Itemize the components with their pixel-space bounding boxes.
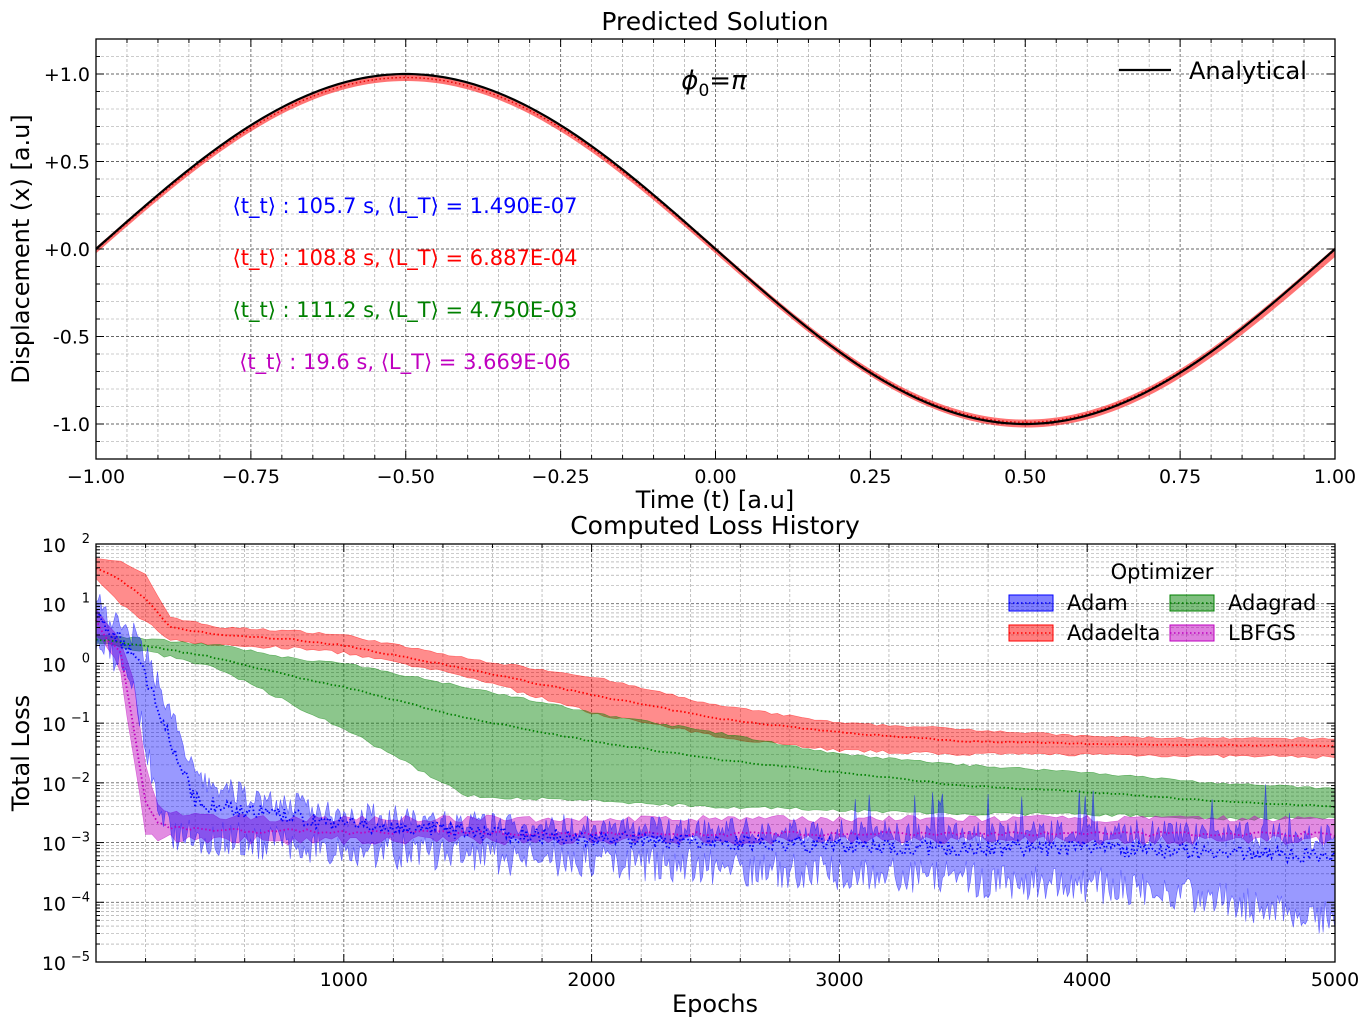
x-tick-label: 1.00 bbox=[1314, 466, 1356, 488]
x-tick-label: 2000 bbox=[567, 969, 615, 991]
y-axis-label: Total Loss bbox=[7, 695, 35, 812]
y-tick-exponent: −5 bbox=[71, 950, 90, 965]
optimizer-stats: ⟨t_t⟩ : 105.7 s, ⟨L_T⟩ = 1.490E-07 ⟨t_t⟩ … bbox=[233, 194, 578, 375]
x-tick-label: −0.25 bbox=[532, 466, 590, 488]
y-tick-label: 10 −4 bbox=[42, 890, 90, 915]
loss-bands bbox=[95, 558, 1336, 934]
y-tick-exponent: 2 bbox=[82, 532, 90, 547]
y-tick-label: -0.5 bbox=[53, 327, 90, 349]
y-tick-label: 10 −1 bbox=[42, 711, 90, 736]
plot-frame bbox=[95, 543, 1336, 963]
stat-label-lbfgs: ⟨t_t⟩ : 19.6 s, ⟨L_T⟩ = 3.669E-06 bbox=[239, 350, 571, 375]
legend-label-lbfgs: LBFGS bbox=[1228, 621, 1296, 645]
stat-label-adam: ⟨t_t⟩ : 105.7 s, ⟨L_T⟩ = 1.490E-07 bbox=[233, 194, 578, 219]
y-tick-exponent: −4 bbox=[71, 890, 90, 905]
grid bbox=[95, 38, 1336, 460]
x-tick-label: 3000 bbox=[815, 969, 863, 991]
phase-annotation: ϕ0=π bbox=[681, 66, 747, 101]
x-tick-label: −1.00 bbox=[67, 466, 125, 488]
x-tick-label: 0.00 bbox=[694, 466, 736, 488]
y-tick-exponent: −1 bbox=[71, 711, 90, 726]
y-tick-label: 10 0 bbox=[42, 651, 90, 676]
stat-label-adadelta: ⟨t_t⟩ : 108.8 s, ⟨L_T⟩ = 6.887E-04 bbox=[233, 246, 578, 271]
y-tick-label: 10 −2 bbox=[42, 771, 90, 796]
x-tick-label: 5000 bbox=[1311, 969, 1359, 991]
y-tick-label: 10 2 bbox=[42, 532, 90, 557]
y-tick-label: +0.5 bbox=[44, 152, 90, 174]
legend-title: Optimizer bbox=[1111, 560, 1214, 584]
legend: Optimizer Adam Adagrad Adadelta LBFGS bbox=[1008, 560, 1316, 645]
x-tick-label: 1000 bbox=[320, 969, 368, 991]
legend: Analytical bbox=[1119, 57, 1307, 85]
legend-label-analytical: Analytical bbox=[1189, 57, 1307, 85]
y-tick-exponent: −3 bbox=[71, 831, 90, 846]
x-axis-label: Time (t) [a.u] bbox=[635, 486, 794, 514]
x-tick-label: −0.75 bbox=[222, 466, 280, 488]
chart-title: Predicted Solution bbox=[601, 7, 828, 36]
y-tick-exponent: −2 bbox=[71, 771, 90, 786]
mean-line-adam bbox=[95, 610, 1336, 865]
y-axis-label: Displacement (x) [a.u] bbox=[7, 114, 35, 383]
loss-mean-lines bbox=[95, 567, 1336, 865]
x-axis-label: Epochs bbox=[672, 990, 758, 1018]
axis-ticks: −1.00 −0.75 −0.50 −0.25 0.00 0.25 0.50 0.75 1.00… bbox=[44, 38, 1356, 488]
series-lines bbox=[95, 72, 1336, 426]
y-tick-label: 10 −3 bbox=[42, 831, 90, 856]
x-tick-label: 4000 bbox=[1063, 969, 1111, 991]
mean-line-lbfgs bbox=[95, 619, 1336, 837]
y-tick-label: 10 1 bbox=[42, 592, 90, 617]
stat-label-adagrad: ⟨t_t⟩ : 111.2 s, ⟨L_T⟩ = 4.750E-03 bbox=[233, 298, 578, 323]
x-tick-label: −0.50 bbox=[377, 466, 435, 488]
legend-label-adadelta: Adadelta bbox=[1067, 621, 1160, 645]
y-tick-label: 10 −5 bbox=[42, 950, 90, 975]
x-tick-label: 0.50 bbox=[1004, 466, 1046, 488]
y-tick-label: +1.0 bbox=[44, 64, 90, 86]
x-tick-label: 0.75 bbox=[1159, 466, 1201, 488]
analytical-line bbox=[95, 72, 1336, 426]
predicted-solution-panel: Predicted Solution −1.00 −0.75 −0.50 −0.25 0… bbox=[7, 7, 1356, 514]
chart-title: Computed Loss History bbox=[570, 511, 860, 540]
y-tick-exponent: 1 bbox=[82, 592, 90, 607]
y-tick-label: -1.0 bbox=[53, 414, 90, 436]
y-tick-exponent: 0 bbox=[82, 651, 90, 666]
y-tick-label: +0.0 bbox=[44, 239, 90, 261]
predicted-band-area bbox=[96, 74, 1335, 428]
loss-history-panel: Computed Loss History 1000 2000 3000 4000 50… bbox=[7, 511, 1359, 1018]
x-tick-label: 0.25 bbox=[849, 466, 891, 488]
legend-label-adam: Adam bbox=[1067, 591, 1128, 615]
grid bbox=[96, 544, 1335, 963]
legend-label-adagrad: Adagrad bbox=[1228, 591, 1316, 615]
